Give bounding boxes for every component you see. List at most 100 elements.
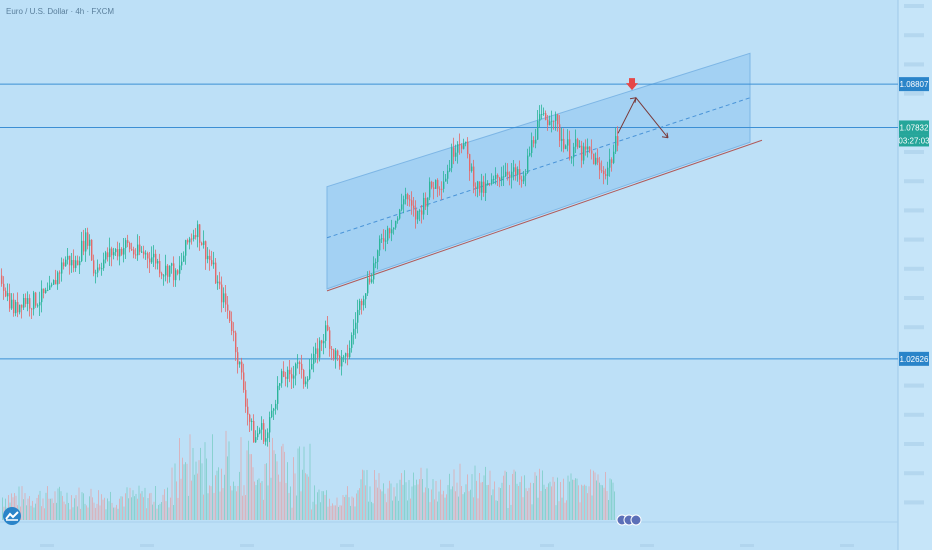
resistance-price-label: 1.08807 (900, 80, 929, 89)
candle-body (583, 146, 585, 161)
volume-bar (138, 485, 140, 520)
volume-bar (168, 507, 170, 520)
candle-body (183, 255, 185, 262)
candle-body (377, 250, 379, 262)
candle-body (305, 381, 307, 385)
channel-midline (326, 97, 751, 239)
volume-bar (170, 497, 171, 520)
volume-bar (131, 497, 132, 520)
volume-bar (122, 496, 123, 520)
volume-bar (269, 431, 270, 520)
volume-bar (152, 504, 153, 520)
candle-body (415, 208, 417, 220)
volume-bar (350, 505, 351, 520)
time-tick-label (40, 544, 54, 547)
volume-bar (467, 474, 468, 520)
volume-bar (266, 463, 267, 520)
candle-body (137, 244, 139, 256)
candle-body (309, 369, 311, 379)
volume-bar (599, 482, 600, 520)
candle-body (285, 376, 287, 379)
candle-body (249, 414, 251, 422)
candle-body (603, 170, 605, 175)
volume-bar (59, 486, 60, 520)
candle-body (471, 166, 473, 172)
volume-bar (311, 509, 312, 520)
volume-bar (611, 479, 612, 520)
candle-body (47, 289, 49, 291)
countdown-bg (899, 134, 929, 147)
volume-bar (171, 467, 173, 520)
time-tick-label (140, 544, 154, 547)
volume-bar (371, 501, 372, 520)
candle-body (511, 171, 513, 178)
tradingview-logo-icon[interactable] (3, 507, 21, 525)
volume-bar (167, 487, 168, 520)
candle-body (577, 139, 579, 148)
candle-body (229, 310, 231, 322)
volume-bar (306, 474, 308, 520)
volume-bar (81, 492, 83, 520)
volume-bar (65, 504, 66, 520)
candle-body (271, 410, 273, 418)
candle-body (145, 253, 147, 255)
volume-bar (552, 476, 554, 520)
volume-bar (278, 474, 279, 520)
volume-bar (228, 441, 230, 520)
volume-bar (540, 490, 542, 520)
volume-bar (347, 486, 348, 520)
volume-bar (527, 491, 528, 520)
candle-body (49, 285, 51, 290)
volume-bar (297, 448, 299, 520)
candle-body (3, 283, 5, 291)
candle-body (87, 232, 89, 246)
candle-body (591, 150, 593, 154)
volume-bar (146, 508, 147, 520)
volume-bar (275, 453, 276, 520)
volume-bar (30, 505, 32, 520)
volume-bar (341, 505, 342, 520)
candle-body (245, 389, 247, 407)
volume-bar (72, 507, 74, 520)
volume-bar (455, 491, 456, 520)
candle-body (455, 152, 457, 157)
candle-body (103, 259, 105, 269)
volume-bar (164, 489, 165, 520)
volume-bar (500, 488, 501, 520)
volume-bar (375, 479, 377, 520)
volume-bar (114, 507, 116, 520)
candle-body (115, 249, 117, 253)
volume-bar (60, 491, 62, 520)
volume-bar (23, 499, 24, 520)
resistance-price-label-bg (899, 77, 929, 92)
volume-bar (141, 491, 143, 520)
candle-body (327, 325, 329, 331)
candle-body (241, 361, 243, 373)
candle-body (77, 260, 79, 266)
volume-bar (380, 489, 381, 520)
volume-bar (242, 495, 243, 520)
volume-bar (342, 495, 344, 520)
volume-bar (561, 497, 563, 520)
candle-body (253, 420, 255, 443)
volume-bar (567, 475, 569, 520)
volume-bar (257, 479, 258, 520)
volume-bar (393, 487, 395, 520)
volume-bar (50, 498, 51, 520)
volume-bar (101, 494, 102, 520)
candle-body (215, 262, 217, 284)
candle-body (185, 240, 187, 256)
candle-body (339, 355, 341, 367)
volume-bar (458, 496, 459, 520)
volume-bar (225, 430, 227, 520)
volume-bar (428, 488, 429, 520)
candle-body (417, 210, 419, 220)
candle-body (419, 210, 421, 212)
volume-bar (557, 477, 558, 520)
time-tick-label (740, 544, 754, 547)
volume-bar (150, 492, 152, 520)
volume-bar (309, 443, 311, 520)
volume-bar (279, 481, 281, 520)
volume-bar (77, 506, 78, 520)
